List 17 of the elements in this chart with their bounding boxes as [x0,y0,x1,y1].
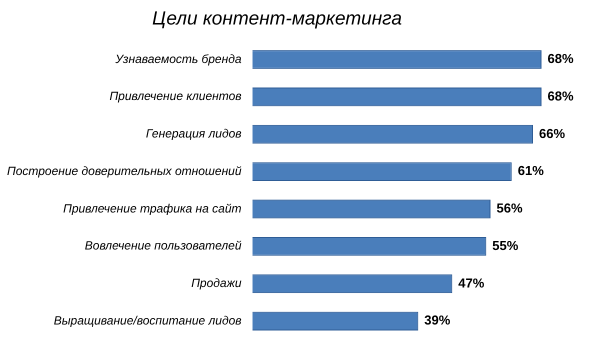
data-label: 61% [518,163,544,178]
y-tick-label: Вовлечение пользователей [84,238,242,253]
y-tick-label: Построение доверительных отношений [7,164,242,178]
data-label: 66% [539,126,566,141]
y-tick-label: Привлечение клиентов [109,89,242,104]
data-label: 39% [424,312,451,328]
chart-title: Цели контент-маркетинга [152,8,402,30]
data-label: 68% [548,51,574,66]
y-tick-label: Генерация лидов [146,126,242,141]
y-tick-label: Продажи [191,276,242,290]
data-label: 56% [496,200,523,216]
y-tick-label: Выращивание/воспитание лидов [54,313,242,328]
data-label: 68% [548,88,574,104]
data-label: 47% [458,275,485,290]
y-tick-label: Узнаваемость бренда [114,52,242,66]
y-tick-label: Привлечение трафика на сайт [63,201,242,216]
data-label: 55% [492,238,519,253]
